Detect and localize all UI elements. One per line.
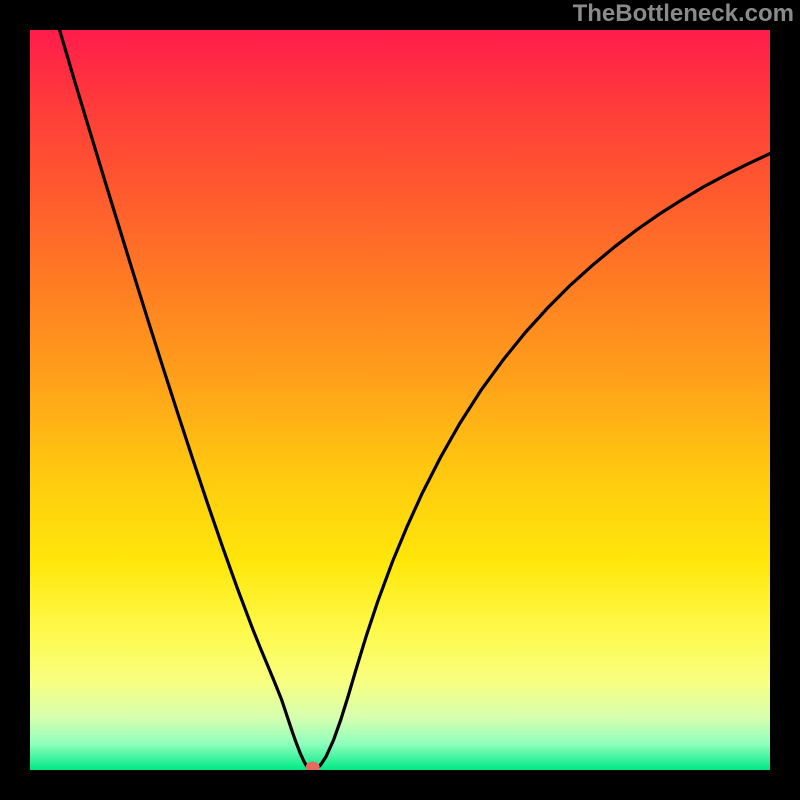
gradient-background [30,30,770,770]
chart-frame: TheBottleneck.com [0,0,800,800]
plot-area [30,30,770,770]
bottleneck-chart [30,30,770,770]
watermark-label: TheBottleneck.com [573,0,794,28]
